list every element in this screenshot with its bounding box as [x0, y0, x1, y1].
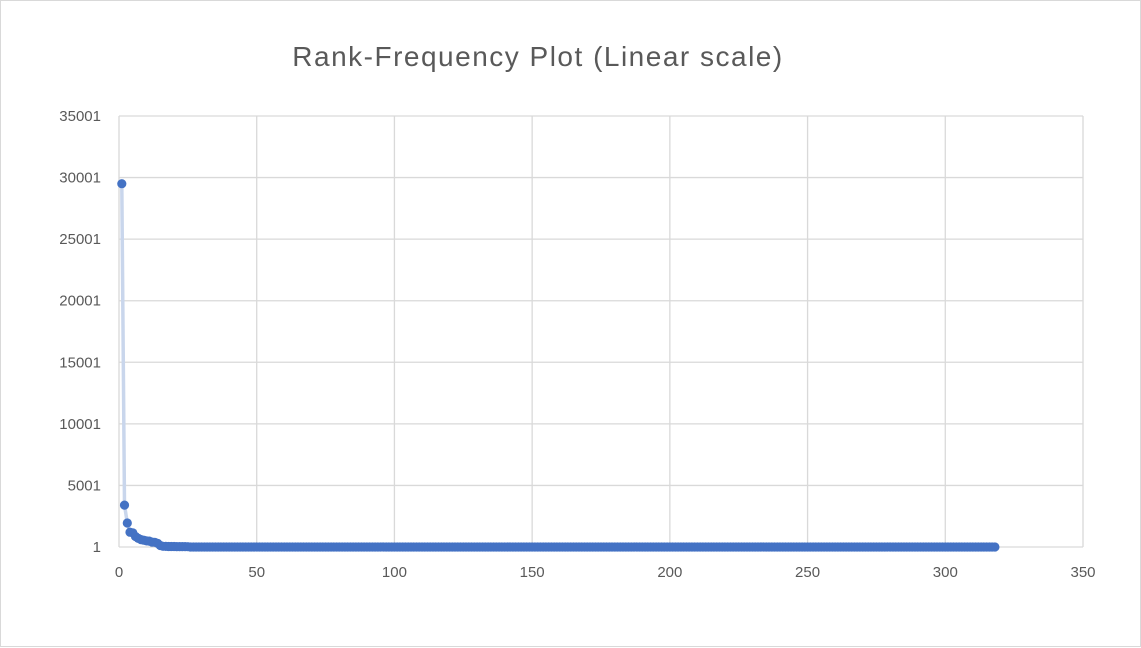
- data-point: [990, 542, 1000, 552]
- y-tick-label: 25001: [59, 231, 101, 248]
- data-point: [117, 179, 127, 189]
- x-tick-label: 250: [795, 564, 820, 581]
- x-tick-label: 100: [382, 564, 407, 581]
- y-tick-label: 5001: [68, 477, 101, 494]
- x-tick-label: 300: [933, 564, 958, 581]
- y-tick-label: 1: [93, 539, 101, 556]
- y-tick-label: 20001: [59, 293, 101, 310]
- x-tick-label: 150: [520, 564, 545, 581]
- data-series: [117, 179, 1000, 552]
- x-axis-tick-labels: 0 50 100 150 200 250 300 350: [115, 564, 1096, 581]
- data-point: [122, 518, 132, 528]
- chart-title: Rank-Frequency Plot (Linear scale): [292, 41, 784, 72]
- x-tick-label: 200: [657, 564, 682, 581]
- data-point: [119, 500, 130, 510]
- x-tick-label: 50: [248, 564, 265, 581]
- y-tick-label: 35001: [59, 108, 101, 125]
- y-tick-label: 10001: [59, 416, 101, 433]
- series-line: [120, 183, 995, 549]
- y-tick-label: 15001: [59, 354, 101, 371]
- x-tick-label: 350: [1070, 564, 1095, 581]
- x-tick-label: 0: [115, 564, 123, 581]
- y-tick-label: 30001: [59, 170, 101, 187]
- gridlines: [118, 115, 1084, 548]
